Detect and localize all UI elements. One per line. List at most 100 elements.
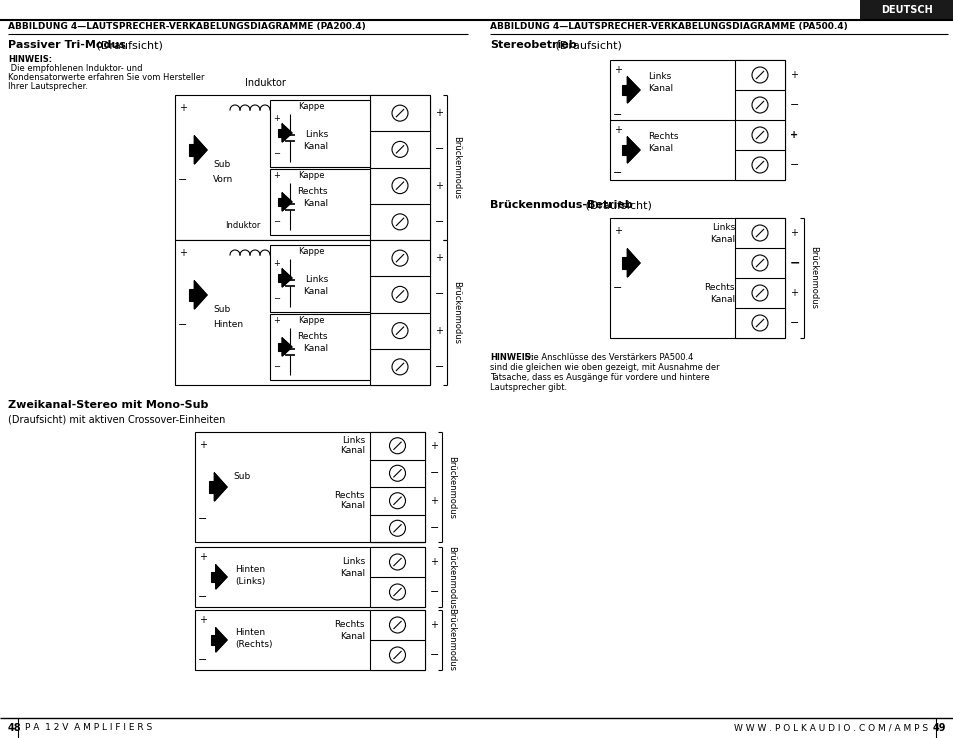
Circle shape: [751, 315, 767, 331]
Text: ABBILDUNG 4—LAUTSPRECHER-VERKABELUNGSDIAGRAMME (PA200.4): ABBILDUNG 4—LAUTSPRECHER-VERKABELUNGSDIA…: [8, 22, 365, 31]
Bar: [277, 129, 282, 137]
Polygon shape: [627, 137, 639, 163]
Bar: [621, 258, 627, 269]
Circle shape: [389, 465, 405, 481]
Text: (Rechts): (Rechts): [234, 640, 273, 649]
Text: −: −: [273, 294, 280, 303]
Circle shape: [751, 127, 767, 143]
Text: −: −: [789, 160, 799, 170]
Text: Kanal: Kanal: [302, 287, 328, 296]
Text: −: −: [789, 100, 799, 110]
Text: Brückenmodus: Brückenmodus: [447, 609, 456, 672]
Text: Rechts: Rechts: [703, 283, 734, 292]
Circle shape: [392, 105, 408, 121]
Text: Kanal: Kanal: [339, 632, 365, 641]
Circle shape: [751, 157, 767, 173]
Text: Hinten: Hinten: [213, 320, 243, 329]
Text: −: −: [789, 257, 800, 269]
Text: Induktor: Induktor: [225, 221, 260, 230]
Text: (Draufsicht): (Draufsicht): [552, 40, 621, 50]
Bar: [621, 85, 627, 95]
Bar: [277, 275, 282, 282]
Circle shape: [392, 142, 408, 157]
Bar: [194, 432, 424, 542]
Circle shape: [389, 617, 405, 633]
Text: +: +: [430, 557, 437, 567]
Text: −: −: [613, 168, 622, 178]
Bar: [370, 240, 430, 385]
Text: −: −: [613, 283, 622, 293]
Text: −: −: [430, 650, 439, 660]
Text: Links: Links: [341, 436, 365, 445]
Text: Kanal: Kanal: [709, 235, 734, 244]
Text: Kanal: Kanal: [339, 446, 365, 455]
Bar: [609, 60, 784, 180]
Text: Vorn: Vorn: [213, 175, 233, 184]
Text: −: −: [435, 362, 444, 372]
Text: Hinten: Hinten: [234, 628, 265, 637]
Circle shape: [392, 323, 408, 339]
Bar: [370, 95, 430, 240]
Text: Rechts: Rechts: [647, 132, 678, 141]
Text: +: +: [789, 130, 798, 140]
Text: −: −: [273, 149, 280, 158]
Text: +: +: [789, 288, 797, 298]
Text: Die Anschlüsse des Verstärkers PA500.4: Die Anschlüsse des Verstärkers PA500.4: [521, 353, 693, 362]
Text: Rechts: Rechts: [297, 332, 328, 341]
Text: +: +: [614, 125, 621, 135]
Text: −: −: [430, 468, 439, 478]
Text: (Draufsicht): (Draufsicht): [581, 200, 651, 210]
Text: +: +: [273, 316, 279, 325]
Bar: [609, 218, 784, 338]
Text: +: +: [199, 440, 207, 450]
Text: (Draufsicht): (Draufsicht): [92, 40, 163, 50]
Bar: [194, 610, 424, 670]
Text: Tatsache, dass es Ausgänge für vordere und hintere: Tatsache, dass es Ausgänge für vordere u…: [490, 373, 709, 382]
Bar: [370, 432, 424, 542]
Bar: [174, 95, 430, 240]
Text: Kanal: Kanal: [647, 84, 673, 93]
Polygon shape: [627, 77, 639, 103]
Bar: [211, 635, 215, 645]
Polygon shape: [282, 338, 292, 356]
Text: Links: Links: [304, 275, 328, 284]
Text: −: −: [430, 523, 439, 534]
Bar: [277, 343, 282, 351]
Circle shape: [751, 67, 767, 83]
Text: sind die gleichen wie oben gezeigt, mit Ausnahme der: sind die gleichen wie oben gezeigt, mit …: [490, 363, 719, 372]
Polygon shape: [194, 281, 207, 309]
Circle shape: [392, 359, 408, 375]
Text: Kappe: Kappe: [297, 171, 324, 180]
Text: −: −: [430, 587, 439, 597]
Text: Kanal: Kanal: [302, 199, 328, 208]
Bar: [370, 547, 424, 607]
Text: +: +: [179, 248, 187, 258]
Bar: [270, 169, 370, 235]
Polygon shape: [627, 249, 639, 277]
Text: Sub: Sub: [233, 472, 250, 481]
Text: +: +: [430, 496, 437, 506]
Text: Sub: Sub: [213, 305, 230, 314]
Polygon shape: [282, 193, 292, 211]
Text: Kanal: Kanal: [302, 142, 328, 151]
Text: Brückenmodus: Brückenmodus: [447, 455, 456, 519]
Text: Lautsprecher gibt.: Lautsprecher gibt.: [490, 383, 566, 392]
Text: +: +: [614, 226, 621, 236]
Bar: [270, 314, 370, 380]
Bar: [189, 289, 194, 300]
Text: +: +: [789, 70, 797, 80]
Circle shape: [389, 647, 405, 663]
Bar: [270, 245, 370, 312]
Bar: [270, 100, 370, 167]
Text: −: −: [613, 110, 622, 120]
Text: +: +: [435, 108, 442, 118]
Bar: [194, 547, 424, 607]
Text: Sub: Sub: [213, 160, 230, 169]
Text: HINWEIS:: HINWEIS:: [490, 353, 534, 362]
Text: −: −: [178, 320, 188, 330]
Text: Passiver Tri-Modus: Passiver Tri-Modus: [8, 40, 126, 50]
Text: Ihrer Lautsprecher.: Ihrer Lautsprecher.: [8, 82, 88, 91]
Circle shape: [392, 250, 408, 266]
Text: Die empfohlenen Induktor- und: Die empfohlenen Induktor- und: [8, 64, 142, 73]
Text: −: −: [273, 362, 280, 371]
